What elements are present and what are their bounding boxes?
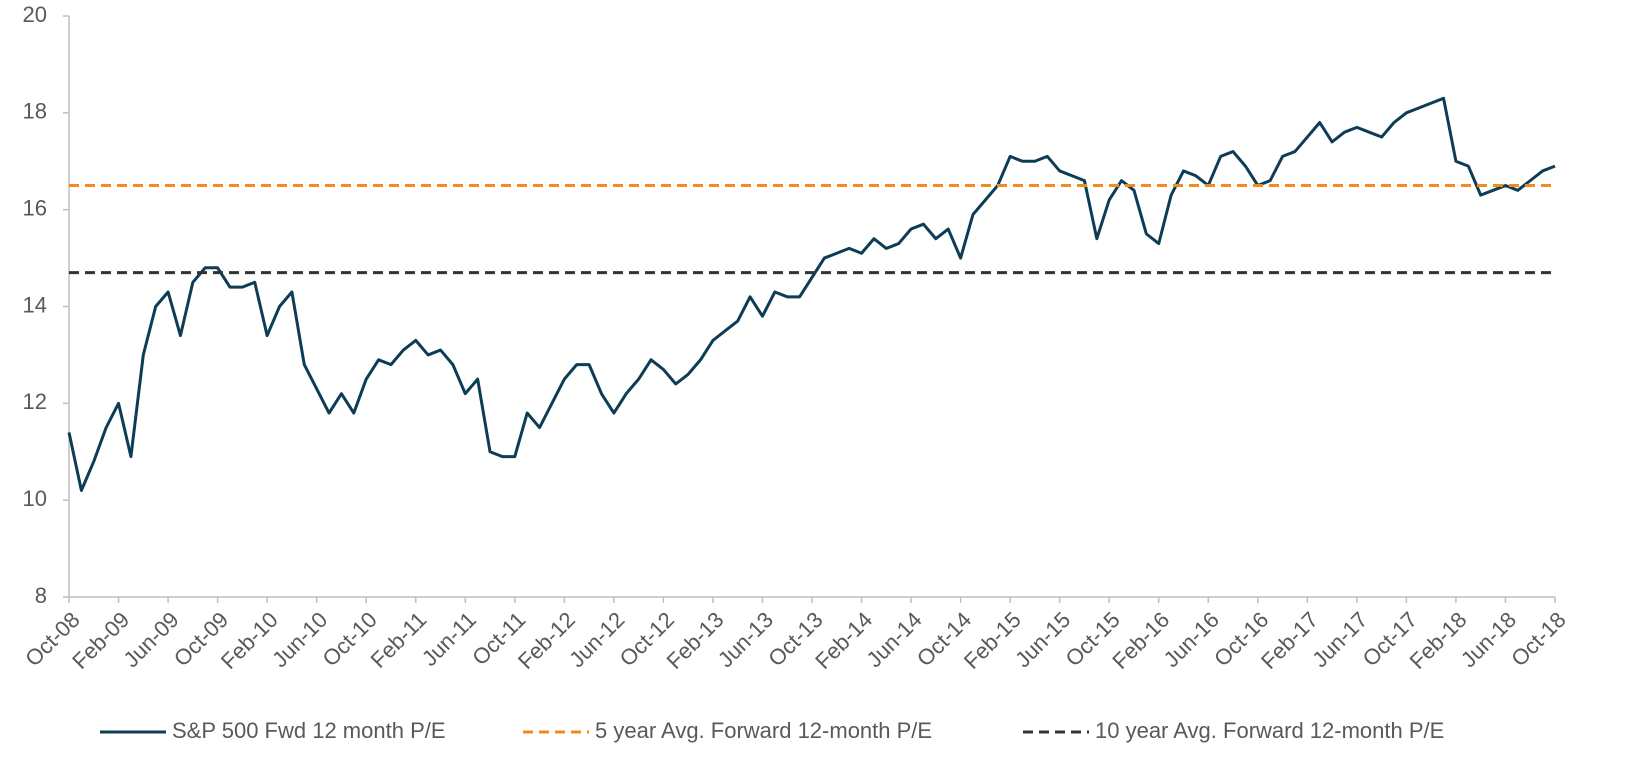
x-tick-label: Feb-11 [366,607,432,673]
x-tick-label: Feb-14 [810,607,877,674]
x-tick-label: Feb-12 [513,607,580,674]
series-line [67,96,1556,492]
x-tick-label: Jun-16 [1159,607,1224,672]
y-tick-label: 16 [23,195,47,220]
x-tick-label: Oct-18 [1506,607,1570,671]
legend-label: S&P 500 Fwd 12 month P/E [172,718,446,743]
x-tick-label: Jun-12 [564,607,629,672]
x-tick-label: Jun-15 [1010,607,1075,672]
y-tick-label: 8 [35,583,47,608]
y-tick-label: 14 [23,292,47,317]
x-tick-label: Feb-13 [662,607,729,674]
x-tick-label: Jun-18 [1456,607,1521,672]
x-tick-label: Jun-14 [861,607,926,672]
y-tick-label: 10 [23,486,47,511]
x-tick-label: Jun-09 [118,607,183,672]
x-tick-label: Feb-16 [1107,607,1174,674]
x-tick-label: Feb-10 [216,607,283,674]
x-tick-label: Jun-17 [1307,607,1372,672]
x-tick-label: Jun-10 [267,607,332,672]
x-tick-label: Jun-11 [417,607,481,671]
y-tick-label: 18 [23,99,47,124]
x-tick-label: Feb-15 [959,607,1026,674]
x-tick-label: Jun-13 [713,607,778,672]
y-tick-label: 12 [23,389,47,414]
x-tick-label: Feb-18 [1405,607,1472,674]
legend-label: 5 year Avg. Forward 12-month P/E [595,718,932,743]
x-tick-label: Feb-09 [67,607,134,674]
y-tick-label: 20 [23,2,47,27]
legend-label: 10 year Avg. Forward 12-month P/E [1095,718,1444,743]
x-tick-label: Feb-17 [1256,607,1323,674]
